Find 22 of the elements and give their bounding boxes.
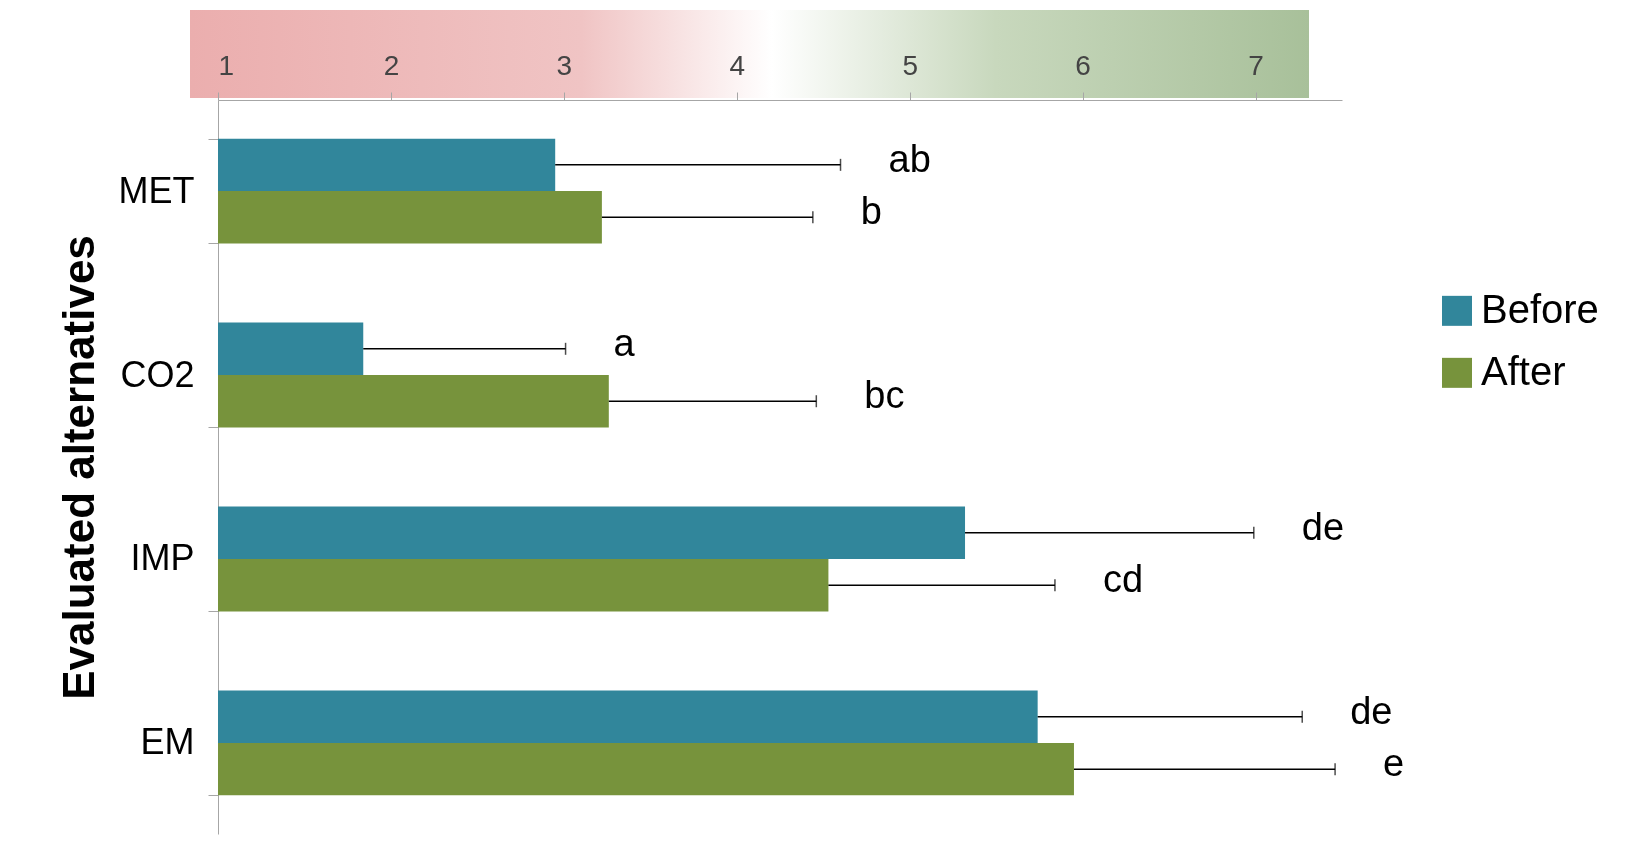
legend-label: After xyxy=(1481,348,1566,393)
y-axis-title: Evaluated alternatives xyxy=(53,235,103,700)
x-tick-label: 2 xyxy=(383,49,400,81)
text: de xyxy=(1350,689,1393,732)
x-tick-label: 3 xyxy=(556,49,573,81)
annotation: b xyxy=(860,190,882,233)
y-tick-label: IMP xyxy=(130,537,195,579)
legend-label: Before xyxy=(1481,286,1599,331)
y-tick-label: MET xyxy=(118,169,195,211)
x-tick-label: 6 xyxy=(1075,49,1091,81)
x-tick-label: 4 xyxy=(729,49,746,81)
y-tick-label: EM xyxy=(140,721,195,763)
annotation: de xyxy=(1301,505,1345,548)
annotation: cd xyxy=(1102,558,1144,601)
x-tick-label: 1 xyxy=(218,49,235,81)
text: e xyxy=(1383,742,1405,785)
annotation: bc xyxy=(864,374,905,417)
annotation: a xyxy=(613,321,636,364)
y-tick-label: CO2 xyxy=(120,353,195,395)
annotation: ab xyxy=(888,137,931,180)
x-tick-label: 7 xyxy=(1248,49,1264,81)
x-tick-label: 5 xyxy=(902,49,918,81)
